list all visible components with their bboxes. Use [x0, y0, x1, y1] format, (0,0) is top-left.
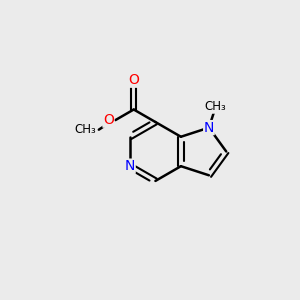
Text: O: O — [128, 73, 139, 87]
Text: N: N — [204, 121, 214, 135]
Text: O: O — [103, 113, 114, 127]
Text: N: N — [125, 159, 135, 173]
Text: CH₃: CH₃ — [75, 123, 97, 136]
Text: CH₃: CH₃ — [205, 100, 226, 113]
